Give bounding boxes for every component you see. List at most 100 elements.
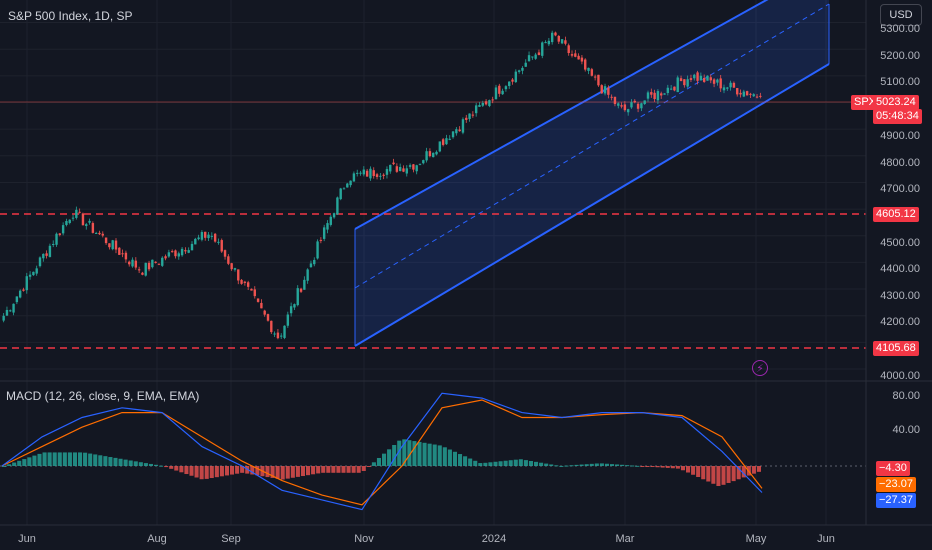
candle-body: [5, 309, 9, 316]
histogram-bar: [336, 466, 341, 473]
candle-body: [342, 188, 346, 190]
histogram-bar: [204, 466, 209, 479]
candle-body: [118, 247, 121, 255]
candle-body: [501, 90, 504, 95]
candle-body: [597, 74, 600, 86]
histogram-bar: [458, 454, 463, 466]
candle-body: [32, 271, 35, 276]
candle-body: [210, 235, 214, 237]
histogram-bar: [523, 460, 528, 466]
candle-body: [111, 240, 114, 250]
candle-body: [336, 197, 339, 215]
candle-body: [28, 274, 32, 277]
histogram-bar: [387, 449, 392, 466]
histogram-bar: [706, 466, 711, 482]
histogram-bar: [7, 464, 12, 466]
candle-body: [445, 138, 448, 145]
candle-body: [190, 243, 194, 251]
candle-body: [633, 100, 636, 103]
histogram-bar: [645, 466, 650, 467]
candle-body: [610, 96, 613, 98]
candle-body: [511, 79, 514, 82]
histogram-bar: [371, 462, 376, 466]
candle-body: [395, 166, 399, 172]
candle-body: [322, 227, 326, 239]
histogram-bar: [432, 444, 437, 466]
histogram-value-badge: −4.30: [876, 461, 910, 476]
candle-body: [256, 298, 260, 302]
candle-body: [408, 165, 412, 167]
chart-title: S&P 500 Index, 1D, SP: [8, 9, 133, 23]
lightning-icon[interactable]: ⚡: [752, 360, 768, 376]
candle-body: [61, 225, 65, 234]
candle-body: [35, 268, 38, 274]
histogram-bar: [265, 466, 270, 478]
histogram-bar: [392, 444, 397, 466]
histogram-bar: [184, 466, 189, 475]
histogram-bar: [270, 466, 275, 478]
histogram-bar: [549, 464, 554, 466]
candle-body: [458, 129, 461, 132]
candle-body: [418, 163, 422, 165]
histogram-bar: [214, 466, 219, 478]
histogram-bar: [412, 441, 417, 466]
candle-body: [332, 213, 336, 218]
candle-body: [398, 167, 402, 172]
candle-body: [141, 272, 144, 275]
candle-body: [9, 310, 12, 312]
histogram-bar: [711, 466, 716, 484]
candle-body: [263, 310, 266, 315]
histogram-bar: [148, 463, 153, 466]
candle-body: [260, 302, 263, 309]
candle-body: [709, 77, 712, 81]
histogram-bar: [625, 465, 630, 467]
histogram-bar: [508, 460, 513, 466]
candle-body: [346, 183, 349, 188]
candle-body: [200, 232, 204, 240]
candle-body: [184, 250, 187, 252]
candle-body: [164, 256, 167, 259]
candle-body: [451, 131, 455, 138]
histogram-bar: [721, 466, 726, 485]
histogram-bar: [133, 461, 138, 466]
y-tick-label: 4500.00: [880, 237, 920, 249]
candle-body: [375, 174, 379, 177]
histogram-bar: [528, 460, 533, 466]
histogram-bar: [594, 463, 599, 466]
histogram-bar: [630, 465, 635, 467]
x-tick-label: Sep: [221, 533, 241, 545]
candle-body: [478, 104, 481, 107]
currency-button[interactable]: USD: [880, 4, 922, 26]
candle-body: [283, 325, 286, 338]
y-tick-label: 4900.00: [880, 130, 920, 142]
candle-body: [339, 188, 342, 200]
candle-body: [630, 102, 633, 108]
candle-body: [702, 77, 706, 82]
candle-body: [726, 87, 729, 89]
channel-upper-line[interactable]: [354, 0, 770, 230]
histogram-bar: [559, 465, 564, 467]
candle-body: [329, 216, 332, 225]
channel-lower-line[interactable]: [354, 63, 830, 347]
histogram-bar: [534, 461, 539, 466]
candle-body: [425, 151, 428, 161]
x-tick-label: Aug: [147, 533, 167, 545]
candle-body: [71, 217, 75, 219]
last-price-badge: 5023.24: [873, 95, 919, 110]
candle-body: [270, 320, 273, 333]
histogram-bar: [675, 466, 680, 469]
candle-body: [722, 87, 726, 91]
candle-body: [15, 296, 19, 303]
candle-body: [554, 32, 557, 36]
candle-body: [18, 290, 22, 298]
parallel-channel-fill: [355, 0, 829, 346]
countdown-badge: 05:48:34: [873, 109, 922, 124]
candle-body: [42, 253, 45, 259]
histogram-bar: [686, 466, 691, 473]
histogram-bar: [83, 452, 88, 466]
histogram-bar: [599, 463, 604, 466]
candle-body: [121, 253, 124, 255]
candle-body: [607, 87, 610, 95]
candle-body: [230, 263, 233, 270]
